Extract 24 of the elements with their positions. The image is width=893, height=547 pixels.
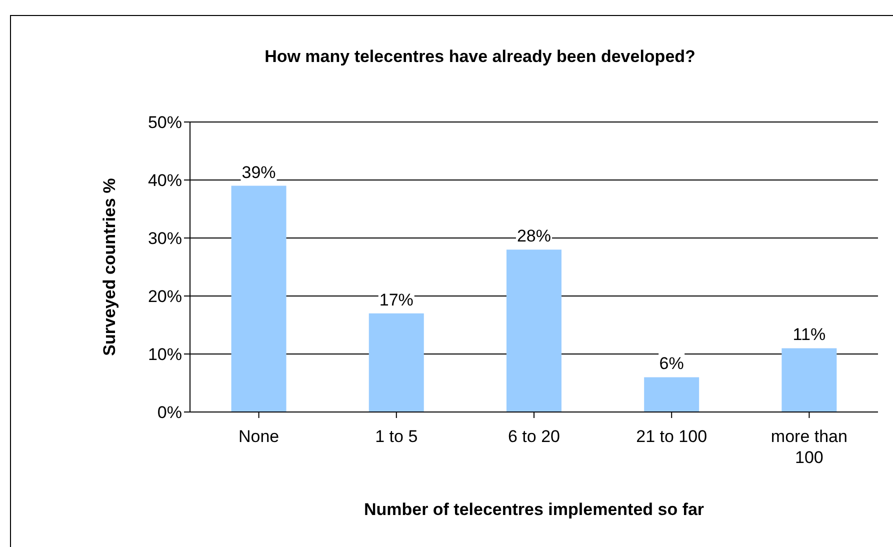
bar xyxy=(782,348,837,412)
y-tick-label: 50% xyxy=(148,113,182,132)
data-label: 11% xyxy=(792,325,826,344)
bar xyxy=(368,313,424,412)
x-tick-label: 21 to 100 xyxy=(636,427,708,446)
chart-title: How many telecentres have already been developed? xyxy=(264,47,696,67)
bar xyxy=(644,377,700,412)
data-label: 17% xyxy=(379,290,414,310)
data-label: 39% xyxy=(242,162,276,182)
bar xyxy=(231,186,286,412)
y-axis-title: Surveyed countries % xyxy=(100,178,120,356)
bar xyxy=(506,250,562,412)
x-tick-label: more than 100 xyxy=(770,427,848,467)
x-tick-label: 6 to 20 xyxy=(508,427,560,446)
y-tick-label: 0% xyxy=(157,403,182,422)
x-tick-label: 1 to 5 xyxy=(375,427,418,446)
x-tick-label: None xyxy=(238,427,280,446)
y-tick-label: 40% xyxy=(148,171,182,190)
x-axis-title: Number of telecentres implemented so far xyxy=(362,500,706,520)
y-tick-label: 20% xyxy=(148,287,182,306)
y-tick-label: 30% xyxy=(148,229,182,248)
data-label: 6% xyxy=(659,354,684,374)
y-tick-label: 10% xyxy=(148,345,182,364)
data-label: 28% xyxy=(516,226,551,246)
